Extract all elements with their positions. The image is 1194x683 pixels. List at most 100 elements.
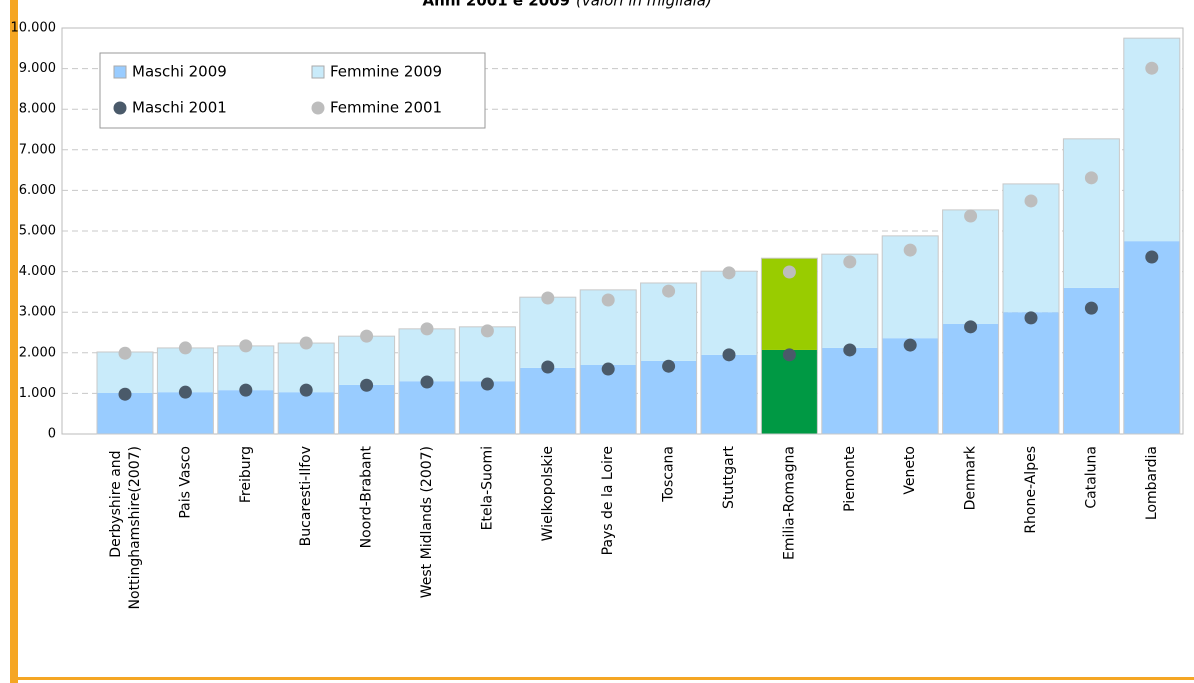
bar-outline [1123,37,1181,435]
bar-segment [399,381,455,434]
dot [360,378,374,392]
x-tick-label: Toscana [661,446,677,503]
dot [903,243,917,257]
x-tick-label: Piemonte [842,446,858,512]
x-tick-label: Veneto [902,446,918,495]
legend-dot [311,101,325,115]
legend-dot [113,101,127,115]
bar-outline [760,257,818,435]
dot [964,320,978,334]
dot [541,291,555,305]
dot [1145,250,1159,264]
bar-segment [1063,138,1120,288]
bar-segment [217,390,274,434]
bar-segment [278,392,335,434]
dot [1145,61,1159,75]
bar-segment [821,254,878,348]
bar-segment [338,336,395,385]
bar-segment [1123,241,1180,434]
bar-segment [519,367,576,434]
legend-label: Femmine 2009 [330,63,442,81]
dot [1084,171,1098,185]
bar-outline [821,253,879,435]
y-tick-label: 1.000 [19,386,56,401]
bar-segment [338,384,395,434]
y-tick-label: 0 [48,427,56,442]
dot [420,375,434,389]
y-tick-label: 6.000 [19,183,56,198]
bar-segment [157,392,214,434]
y-tick-label: 3.000 [19,305,56,320]
x-tick-label: Bucaresti-Ilfov [298,446,314,546]
dot [601,293,615,307]
y-tick-label: 4.000 [19,264,56,279]
dot [662,359,676,373]
x-tick-label: Denmark [963,445,979,510]
chart-subtitle: (valori in migliaia) [576,0,712,10]
dot [420,322,434,336]
y-tick-label: 5.000 [19,224,56,239]
bar-outline [1002,183,1060,435]
dot [1024,194,1038,208]
x-tick-label: Pais Vasco [177,446,193,519]
label-line: Nottinghamshire(2007) [127,446,143,609]
x-tick-label: Noord-Brabant [359,445,375,548]
dot [178,385,192,399]
x-tick-label: Stuttgart [721,446,737,509]
dot [541,360,555,374]
bar-outline [1062,138,1120,435]
label-line: Derbyshire and [108,446,124,558]
dot [903,338,917,352]
x-tick-label: Derbyshire and Nottinghamshire(2007) [108,446,143,609]
bar-outline [579,289,637,435]
dot [480,324,494,338]
x-tick-label: Freiburg [238,446,254,503]
dot [239,383,253,397]
x-tick-label: Emilia-Romagna [781,446,797,560]
dot [178,341,192,355]
bar-segment [399,328,455,382]
bottom-border [10,677,1194,680]
bar-segment [701,271,757,355]
bar-segment [882,338,939,434]
dot [118,346,132,360]
x-tick-label: Pays de la Loire [600,446,616,555]
bar-segment [942,209,999,324]
x-tick-label: West Midlands (2007) [419,446,435,598]
bar-outline [881,235,939,435]
bar-outline [640,282,698,435]
dot [239,339,253,353]
bar-segment [217,345,274,391]
dot [299,336,313,350]
bar-segment [580,364,637,434]
legend-label: Maschi 2001 [132,99,227,117]
y-tick-label: 8.000 [19,102,56,117]
y-tick-label: 10.000 [11,21,57,36]
legend-label: Femmine 2001 [330,99,442,117]
x-tick-label: Lombardia [1144,446,1160,520]
dot [782,265,796,279]
legend-label: Maschi 2009 [132,63,227,81]
bar-segment [1003,312,1059,434]
bar-segment [942,323,999,434]
x-tick-label: Etela-Suomi [479,446,495,530]
x-tick-label: Cataluna [1083,446,1099,509]
bar-segment [701,354,757,434]
left-border [10,0,18,683]
x-tick-label: Rhone-Alpes [1023,446,1039,534]
y-tick-label: 7.000 [19,142,56,157]
bar-segment [761,349,818,434]
dot [662,284,676,298]
dot [1024,311,1038,325]
dot [118,387,132,401]
y-tick-label: 9.000 [19,61,56,76]
dot [601,362,615,376]
dot [722,348,736,362]
dot [480,377,494,391]
y-tick-label: 2.000 [19,345,56,360]
dot [360,329,374,343]
dot [782,348,796,362]
chart-title: Anni 2001 e 2009 [423,0,570,10]
legend-swatch [113,65,127,79]
